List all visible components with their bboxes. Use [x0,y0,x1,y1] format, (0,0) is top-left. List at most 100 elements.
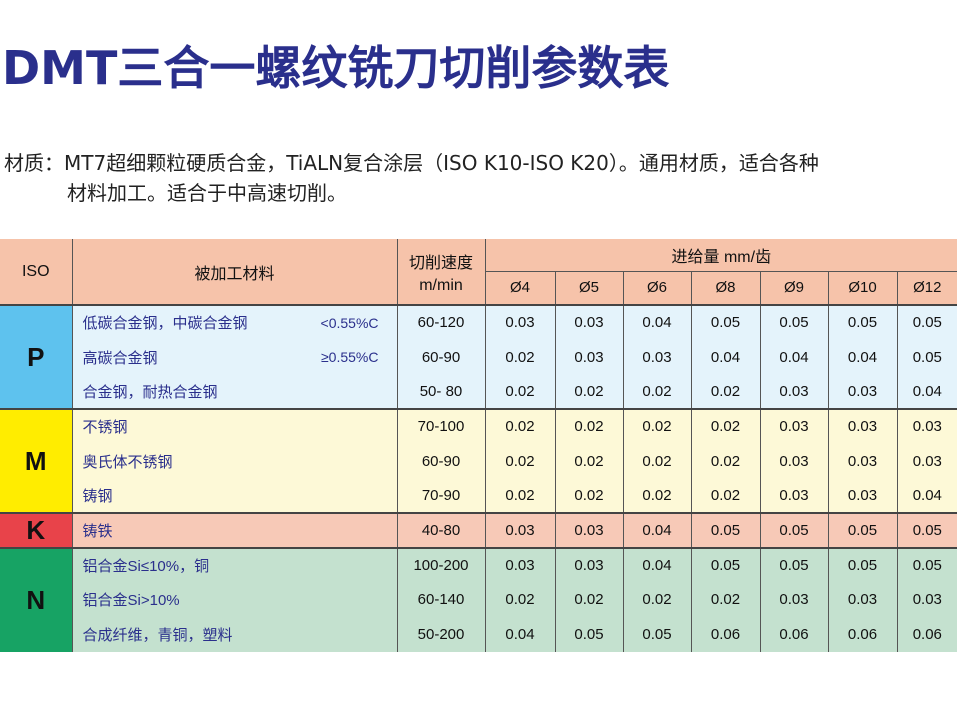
feed-value: 0.02 [623,478,692,514]
header-diameter: Ø10 [828,270,898,305]
table-row: N 铝合金Si≤10%，铜 100-200 0.03 0.03 0.04 0.05 0.05 0… [0,546,958,652]
feed-value: 0.02 [485,339,556,375]
feed-value: 0.05 [691,304,761,340]
feed-value: 0.03 [760,443,829,479]
feed-value: 0.04 [828,339,898,375]
cutting-speed: 60-90 [396,339,486,375]
feed-value: 0.05 [760,546,829,583]
feed-value: 0.02 [691,478,761,514]
header-diameter: Ø5 [555,270,624,305]
feed-value: 0.04 [912,486,942,504]
feed-value: 0.05 [623,617,692,652]
feed-value: 0.05 [828,512,898,548]
feed-value: 0.05 [760,304,829,340]
material-name: 铝合金Si>10% [82,592,180,610]
material-cell: 低碳合金钢，中碳合金钢 <0.55%C [72,304,397,340]
feed-value: 0.06 [760,617,829,652]
feed-value: 0.03 [623,339,692,375]
feed-value: 0.03 [912,591,942,609]
feed-value: 0.02 [623,443,692,479]
feed-value: 0.03 [828,443,898,479]
material-name: 高碳合金钢 [82,349,158,367]
table-row: 合成纤维，青铜，塑料 50-200 0.04 0.05 0.05 0.06 0.06 0.06… [0,617,958,652]
feed-value: 0.02 [555,582,624,618]
feed-value: 0.04 [760,339,829,375]
header-diameter: Ø6 [623,270,692,305]
material-name: 铸钢 [82,487,113,505]
cutting-speed: 60-90 [396,443,486,479]
feed-value: 0.05 [897,512,958,548]
cutting-speed: 60-120 [396,304,486,340]
cutting-speed: 70-90 [396,478,486,514]
feed-value: 0.02 [691,408,761,444]
material-name: 铸铁 [82,522,113,540]
feed-value: 0.05 [828,304,898,340]
header-diameter: Ø9 [760,270,829,305]
feed-value: 0.02 [555,374,624,410]
feed-value: 0.03 [828,478,898,514]
feed-value: 0.03 [485,512,556,548]
feed-value: 0.05 [828,546,898,583]
carbon-content-note: ≥0.55%C [321,349,379,366]
feed-value: 0.02 [691,374,761,410]
material-cell: 不锈钢 [72,408,397,444]
carbon-content-note: <0.55%C [320,314,379,331]
material-cell: 合成纤维，青铜，塑料 [72,617,397,652]
feed-value: 0.03 [828,582,898,618]
material-cell: 铸钢 [72,478,397,513]
header-speed-label: 切削速度 [408,254,473,272]
feed-value: 0.05 [912,348,942,366]
material-name: 不锈钢 [82,419,128,437]
feed-value: 0.02 [691,443,761,479]
feed-value: 0.03 [760,374,829,410]
feed-value: 0.05 [691,546,761,583]
feed-value: 0.03 [555,339,624,375]
page-title: DMT三合一螺纹铣刀切削参数表 [2,41,670,95]
feed-value: 0.02 [555,408,624,444]
header-diameter: Ø4 [485,270,556,305]
material-name: 低碳合金钢，中碳合金钢 [82,315,248,333]
feed-value: 0.04 [912,382,942,400]
feed-value: 0.03 [485,546,556,583]
feed-value: 0.02 [485,374,556,410]
feed-value: 0.06 [912,626,942,644]
feed-value: 0.05 [555,617,624,652]
feed-value: 0.05 [760,512,829,548]
feed-value: 0.04 [623,546,692,583]
material-cell: 奥氏体不锈钢 [72,444,397,479]
table-row: 合金钢，耐热合金钢 50- 80 0.02 0.02 0.02 0.02 0.03 0.03 0… [0,374,958,410]
material-name: 奥氏体不锈钢 [82,453,173,471]
material-cell: 高碳合金钢 ≥0.55%C [72,340,397,375]
material-description: 材质：MT7超细颗粒硬质合金，TiALN复合涂层（ISO K10-ISO K20… [4,148,954,208]
header-iso: ISO [0,239,73,305]
table-row: 奥氏体不锈钢 60-90 0.02 0.02 0.02 0.02 0.03 0.03 0.03 [0,443,958,479]
feed-value: 0.05 [897,546,958,583]
feed-value: 0.03 [485,304,556,340]
feed-value: 0.04 [485,617,556,652]
feed-value: 0.05 [897,304,958,340]
feed-value: 0.06 [691,617,761,652]
header-material: 被加工材料 [72,239,398,305]
header-speed: 切削速度 m/min [397,239,486,305]
iso-group-p: P [0,303,73,410]
feed-value: 0.04 [623,512,692,548]
material-name: 合金钢，耐热合金钢 [82,383,218,401]
description-line-2: 材料加工。适合于中高速切削。 [67,181,347,205]
table-row: K 铸铁 40-80 0.03 0.03 0.04 0.05 0.05 0.05 0.05 [0,512,958,548]
feed-value: 0.03 [828,374,898,410]
material-cell: 合金钢，耐热合金钢 [72,374,397,409]
feed-value: 0.04 [691,339,761,375]
material-cell: 铸铁 [72,512,397,548]
feed-value: 0.02 [555,478,624,514]
feed-value: 0.02 [623,582,692,618]
iso-group-k: K [0,512,73,548]
feed-value: 0.03 [555,546,624,583]
header-feed: 进给量 mm/齿 [485,239,958,271]
cutting-speed: 60-140 [396,582,486,618]
cutting-speed: 100-200 [396,546,486,583]
material-name: 铝合金Si≤10%，铜 [82,558,210,576]
cutting-speed: 40-80 [396,512,486,548]
header-speed-unit: m/min [419,276,463,294]
table-row: P 低碳合金钢，中碳合金钢 <0.55%C 60-120 0.03 0.03 0.04 0.0… [0,303,958,410]
feed-value: 0.03 [760,582,829,618]
